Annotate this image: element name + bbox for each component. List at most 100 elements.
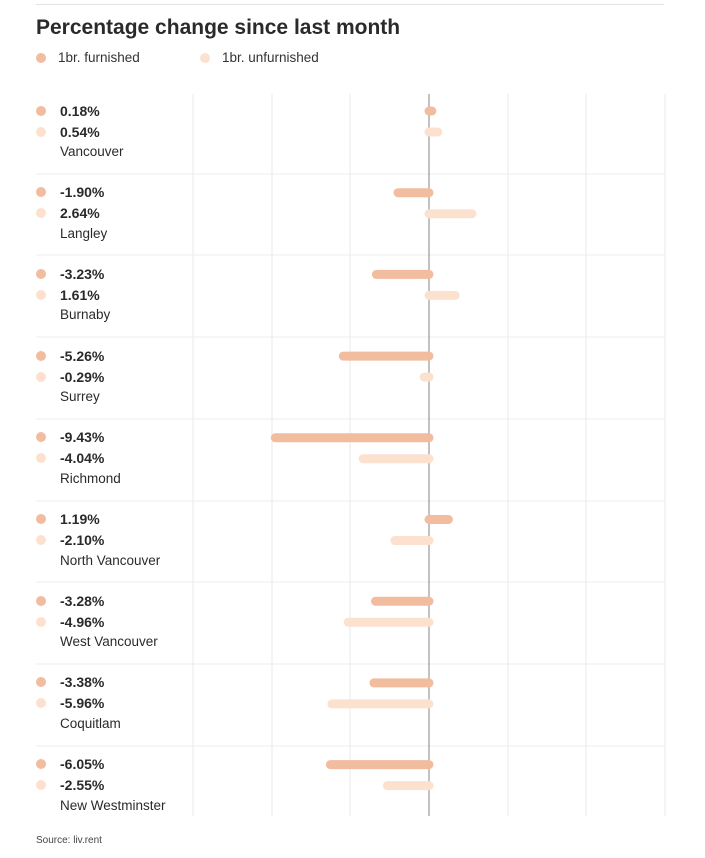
data-label: 1.19% — [60, 511, 100, 527]
value-label-unfurnished: 0.54% — [36, 121, 186, 142]
category-label: North Vancouver — [60, 552, 161, 568]
row-label-group: 1.19% -2.10% North Vancouver — [36, 509, 186, 571]
value-label-furnished: -3.38% — [36, 672, 186, 693]
data-label: -9.43% — [60, 429, 105, 446]
bar-furnished — [371, 596, 434, 606]
data-label: -3.38% — [60, 674, 105, 691]
series-dot — [36, 616, 46, 627]
data-label: -4.04% — [60, 450, 105, 467]
series-dot — [36, 208, 46, 219]
category-label: Richmond — [60, 470, 121, 486]
bar-unfurnished — [358, 454, 434, 464]
bar-furnished — [424, 515, 453, 524]
bar-furnished — [371, 269, 434, 279]
data-label: -4.96% — [60, 613, 105, 630]
legend-swatch-unfurnished — [200, 52, 210, 63]
row-label-group: 0.18% 0.54% Vancouver — [36, 100, 186, 162]
category-label: West Vancouver — [60, 634, 158, 650]
data-label: -5.96% — [60, 695, 105, 712]
legend-label-unfurnished: 1br. unfurnished — [222, 50, 319, 65]
value-label-furnished: -3.28% — [36, 590, 186, 611]
value-label-unfurnished: -2.10% — [36, 530, 186, 551]
series-dot — [36, 595, 46, 606]
series-dot — [36, 759, 46, 770]
bar-unfurnished — [424, 127, 443, 137]
series-dot — [36, 432, 46, 443]
bar-furnished — [325, 760, 434, 770]
data-label: 2.64% — [60, 205, 100, 222]
legend-label-furnished: 1br. furnished — [58, 50, 140, 65]
data-label: 1.61% — [60, 286, 100, 303]
series-dot — [36, 350, 46, 361]
chart-title: Percentage change since last month — [36, 16, 401, 39]
category-label: Burnaby — [60, 307, 111, 323]
bar-furnished — [338, 351, 434, 361]
row-label-group: -6.05% -2.55% New Westminster — [36, 754, 186, 816]
value-label-furnished: -6.05% — [36, 754, 186, 775]
series-dot — [36, 780, 46, 791]
legend-item-furnished: 1br. furnished — [36, 50, 140, 65]
category-label: Langley — [60, 225, 108, 241]
series-dot — [36, 289, 46, 300]
value-label-furnished: 1.19% — [36, 509, 186, 530]
value-label-furnished: 0.18% — [36, 100, 186, 121]
row-label-group: -9.43% -4.04% Richmond — [36, 427, 186, 489]
bar-furnished — [270, 433, 434, 443]
legend-swatch-furnished — [36, 52, 46, 63]
row-label-group: -3.28% -4.96% West Vancouver — [36, 590, 186, 652]
bar-unfurnished — [419, 372, 434, 382]
category-label: New Westminster — [60, 797, 166, 813]
value-label-unfurnished: -4.96% — [36, 611, 186, 632]
bar-unfurnished — [343, 617, 434, 627]
bar-unfurnished — [327, 699, 434, 709]
value-label-furnished: -5.26% — [36, 345, 186, 366]
bar-furnished — [369, 678, 434, 688]
category-label: Coquitlam — [60, 715, 121, 731]
series-dot — [36, 677, 46, 688]
series-dot — [36, 126, 46, 137]
data-label: -1.90% — [60, 184, 105, 201]
value-label-unfurnished: -5.96% — [36, 693, 186, 714]
data-label: 0.54% — [60, 123, 100, 140]
bar-furnished — [424, 106, 437, 116]
value-label-furnished: -3.23% — [36, 263, 186, 284]
row-label-group: -3.23% 1.61% Burnaby — [36, 263, 186, 325]
series-dot — [36, 371, 46, 382]
bar-unfurnished — [382, 781, 434, 791]
row-label-group: -5.26% -0.29% Surrey — [36, 345, 186, 407]
data-label: -6.05% — [60, 756, 105, 773]
series-dot — [36, 453, 46, 464]
data-label: -0.29% — [60, 368, 105, 385]
value-label-unfurnished: 2.64% — [36, 203, 186, 224]
data-label: -3.23% — [60, 265, 105, 282]
legend: 1br. furnished 1br. unfurnished — [36, 50, 636, 68]
series-dot — [36, 187, 46, 198]
category-label: Surrey — [60, 389, 100, 405]
legend-item-unfurnished: 1br. unfurnished — [200, 50, 319, 65]
value-label-unfurnished: -4.04% — [36, 448, 186, 469]
bar-unfurnished — [424, 290, 460, 300]
value-label-unfurnished: 1.61% — [36, 284, 186, 305]
category-label: Vancouver — [60, 144, 124, 159]
bar-unfurnished — [424, 209, 477, 219]
data-label: -2.55% — [60, 777, 105, 794]
series-dot — [36, 535, 46, 545]
data-label: -5.26% — [60, 347, 105, 364]
row-label-group: -1.90% 2.64% Langley — [36, 182, 186, 244]
value-label-furnished: -9.43% — [36, 427, 186, 448]
source-note: Source: liv.rent — [36, 835, 102, 846]
row-label-group: -3.38% -5.96% Coquitlam — [36, 672, 186, 734]
bar-unfurnished — [390, 536, 434, 545]
bar-furnished — [393, 188, 434, 198]
data-label: -2.10% — [60, 532, 105, 548]
value-label-unfurnished: -0.29% — [36, 366, 186, 387]
data-label: 0.18% — [60, 102, 100, 119]
top-rule — [36, 4, 664, 5]
series-dot — [36, 514, 46, 524]
series-dot — [36, 268, 46, 279]
series-dot — [36, 105, 46, 116]
data-label: -3.28% — [60, 592, 105, 609]
value-label-unfurnished: -2.55% — [36, 775, 186, 796]
value-label-furnished: -1.90% — [36, 182, 186, 203]
